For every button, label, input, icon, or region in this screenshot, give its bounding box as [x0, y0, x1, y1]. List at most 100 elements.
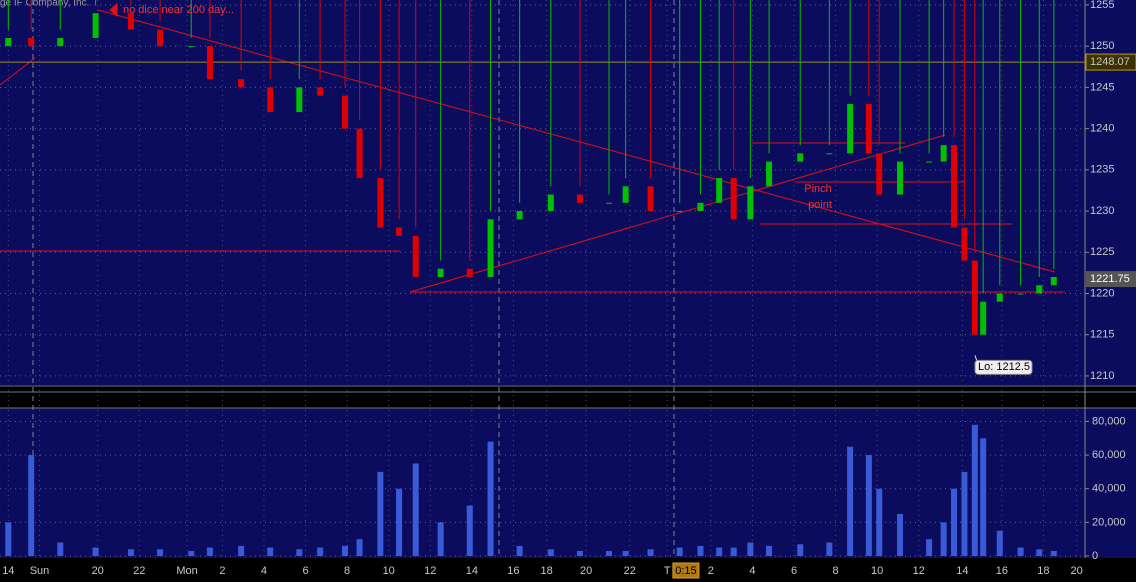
candle-body	[396, 227, 403, 236]
volume-bar	[296, 549, 303, 556]
volume-bar	[5, 522, 12, 556]
y-tick-label: 1255	[1090, 0, 1114, 11]
volume-bar	[606, 550, 613, 556]
x-tick-label: 14	[2, 565, 14, 577]
annotation: Pinch	[804, 183, 832, 195]
volume-bar	[238, 545, 245, 556]
volume-bar	[730, 547, 737, 556]
candle-body	[412, 235, 419, 278]
annotation: no dice near 200 day...	[123, 4, 234, 16]
x-tick-label: 6	[302, 565, 308, 577]
candle-body	[971, 260, 978, 335]
volume-bar	[157, 549, 164, 556]
candle-body	[267, 87, 274, 113]
annotation: point	[808, 199, 832, 211]
candle-body	[926, 161, 933, 163]
x-tick-label: 6	[791, 565, 797, 577]
candle-body	[747, 186, 754, 220]
candle-body	[980, 301, 987, 335]
candle-body	[206, 46, 213, 80]
volume-bar	[487, 441, 494, 556]
x-axis-band	[0, 558, 1136, 582]
volume-bar	[876, 488, 883, 556]
volume-bar	[797, 544, 804, 556]
candle-body	[188, 46, 195, 48]
trend-line	[97, 9, 1056, 273]
volume-bar	[951, 488, 958, 556]
candle-body	[296, 87, 303, 113]
volume-bar	[267, 547, 274, 556]
candle-body	[238, 79, 245, 88]
candle-body	[951, 145, 958, 228]
last-price-label: 1221.75	[1090, 273, 1130, 285]
y-tick-label: 1240	[1090, 123, 1114, 135]
volume-bar	[377, 471, 384, 556]
volume-bar	[1036, 549, 1043, 556]
volume-bar	[865, 455, 872, 556]
last-price-box	[1086, 271, 1136, 288]
low-box	[974, 359, 1033, 375]
volume-bar	[622, 550, 629, 556]
session-lines	[32, 0, 675, 558]
volume-bar	[826, 542, 833, 556]
y-tick-label: 1250	[1090, 40, 1114, 52]
marker	[109, 2, 118, 18]
volume-bar	[996, 530, 1003, 556]
volume-bar	[747, 542, 754, 556]
y-tick-label: 0	[1092, 550, 1098, 562]
volume-bar	[647, 549, 654, 556]
candle-body	[576, 194, 583, 203]
candle-body	[766, 161, 773, 187]
y-tick-label: 1245	[1090, 81, 1114, 93]
volume-bar	[92, 547, 99, 556]
panel-separator	[0, 385, 1136, 408]
volume-bar	[716, 547, 723, 556]
cursor-box	[672, 562, 700, 579]
candle-body	[697, 202, 704, 212]
volume-bar	[127, 549, 134, 556]
candle-body	[437, 268, 444, 278]
volume-bar	[516, 545, 523, 556]
candle-body	[1036, 285, 1043, 294]
x-tick-label: 20	[580, 565, 592, 577]
candle-body	[847, 103, 854, 154]
y-tick-label: 60,000	[1092, 449, 1126, 461]
y-tick-label: 20,000	[1092, 516, 1126, 528]
volume-bar	[971, 424, 978, 556]
grid	[0, 0, 1085, 558]
x-tick-label: 22	[624, 565, 636, 577]
volume-bar	[57, 542, 64, 556]
volume-bar	[28, 455, 35, 556]
x-tick-label: 8	[833, 565, 839, 577]
x-tick-label: 10	[383, 565, 395, 577]
candle-body	[940, 145, 947, 162]
x-tick-label: 12	[424, 565, 436, 577]
x-tick-label: 20	[92, 565, 104, 577]
volume-bar	[1050, 550, 1057, 556]
candle-body	[826, 153, 833, 155]
y-tick-label: 1225	[1090, 246, 1114, 258]
candle-body	[1050, 277, 1057, 286]
x-tick-label: Mon	[176, 565, 197, 577]
y-tick-label: 80,000	[1092, 415, 1126, 427]
candle-body	[377, 178, 384, 228]
x-tick-label: 12	[913, 565, 925, 577]
volume-bar	[1017, 547, 1024, 556]
y-tick-label: 1230	[1090, 205, 1114, 217]
candle-body	[676, 211, 683, 213]
y-tick-label: 1235	[1090, 164, 1114, 176]
price-label: 1248.07	[1090, 56, 1130, 68]
candle-body	[996, 293, 1003, 302]
x-tick-label: 8	[344, 565, 350, 577]
volume-bar	[847, 446, 854, 556]
chart-title: ge IF Company, Inc.	[0, 0, 89, 9]
candle-body	[547, 194, 554, 212]
candle-body	[127, 13, 134, 30]
candle-body	[57, 37, 64, 47]
trend-line	[409, 134, 946, 293]
candle-body	[157, 29, 164, 47]
candle-body	[5, 37, 12, 47]
candle-body	[1017, 293, 1024, 295]
candle-body	[28, 37, 35, 47]
